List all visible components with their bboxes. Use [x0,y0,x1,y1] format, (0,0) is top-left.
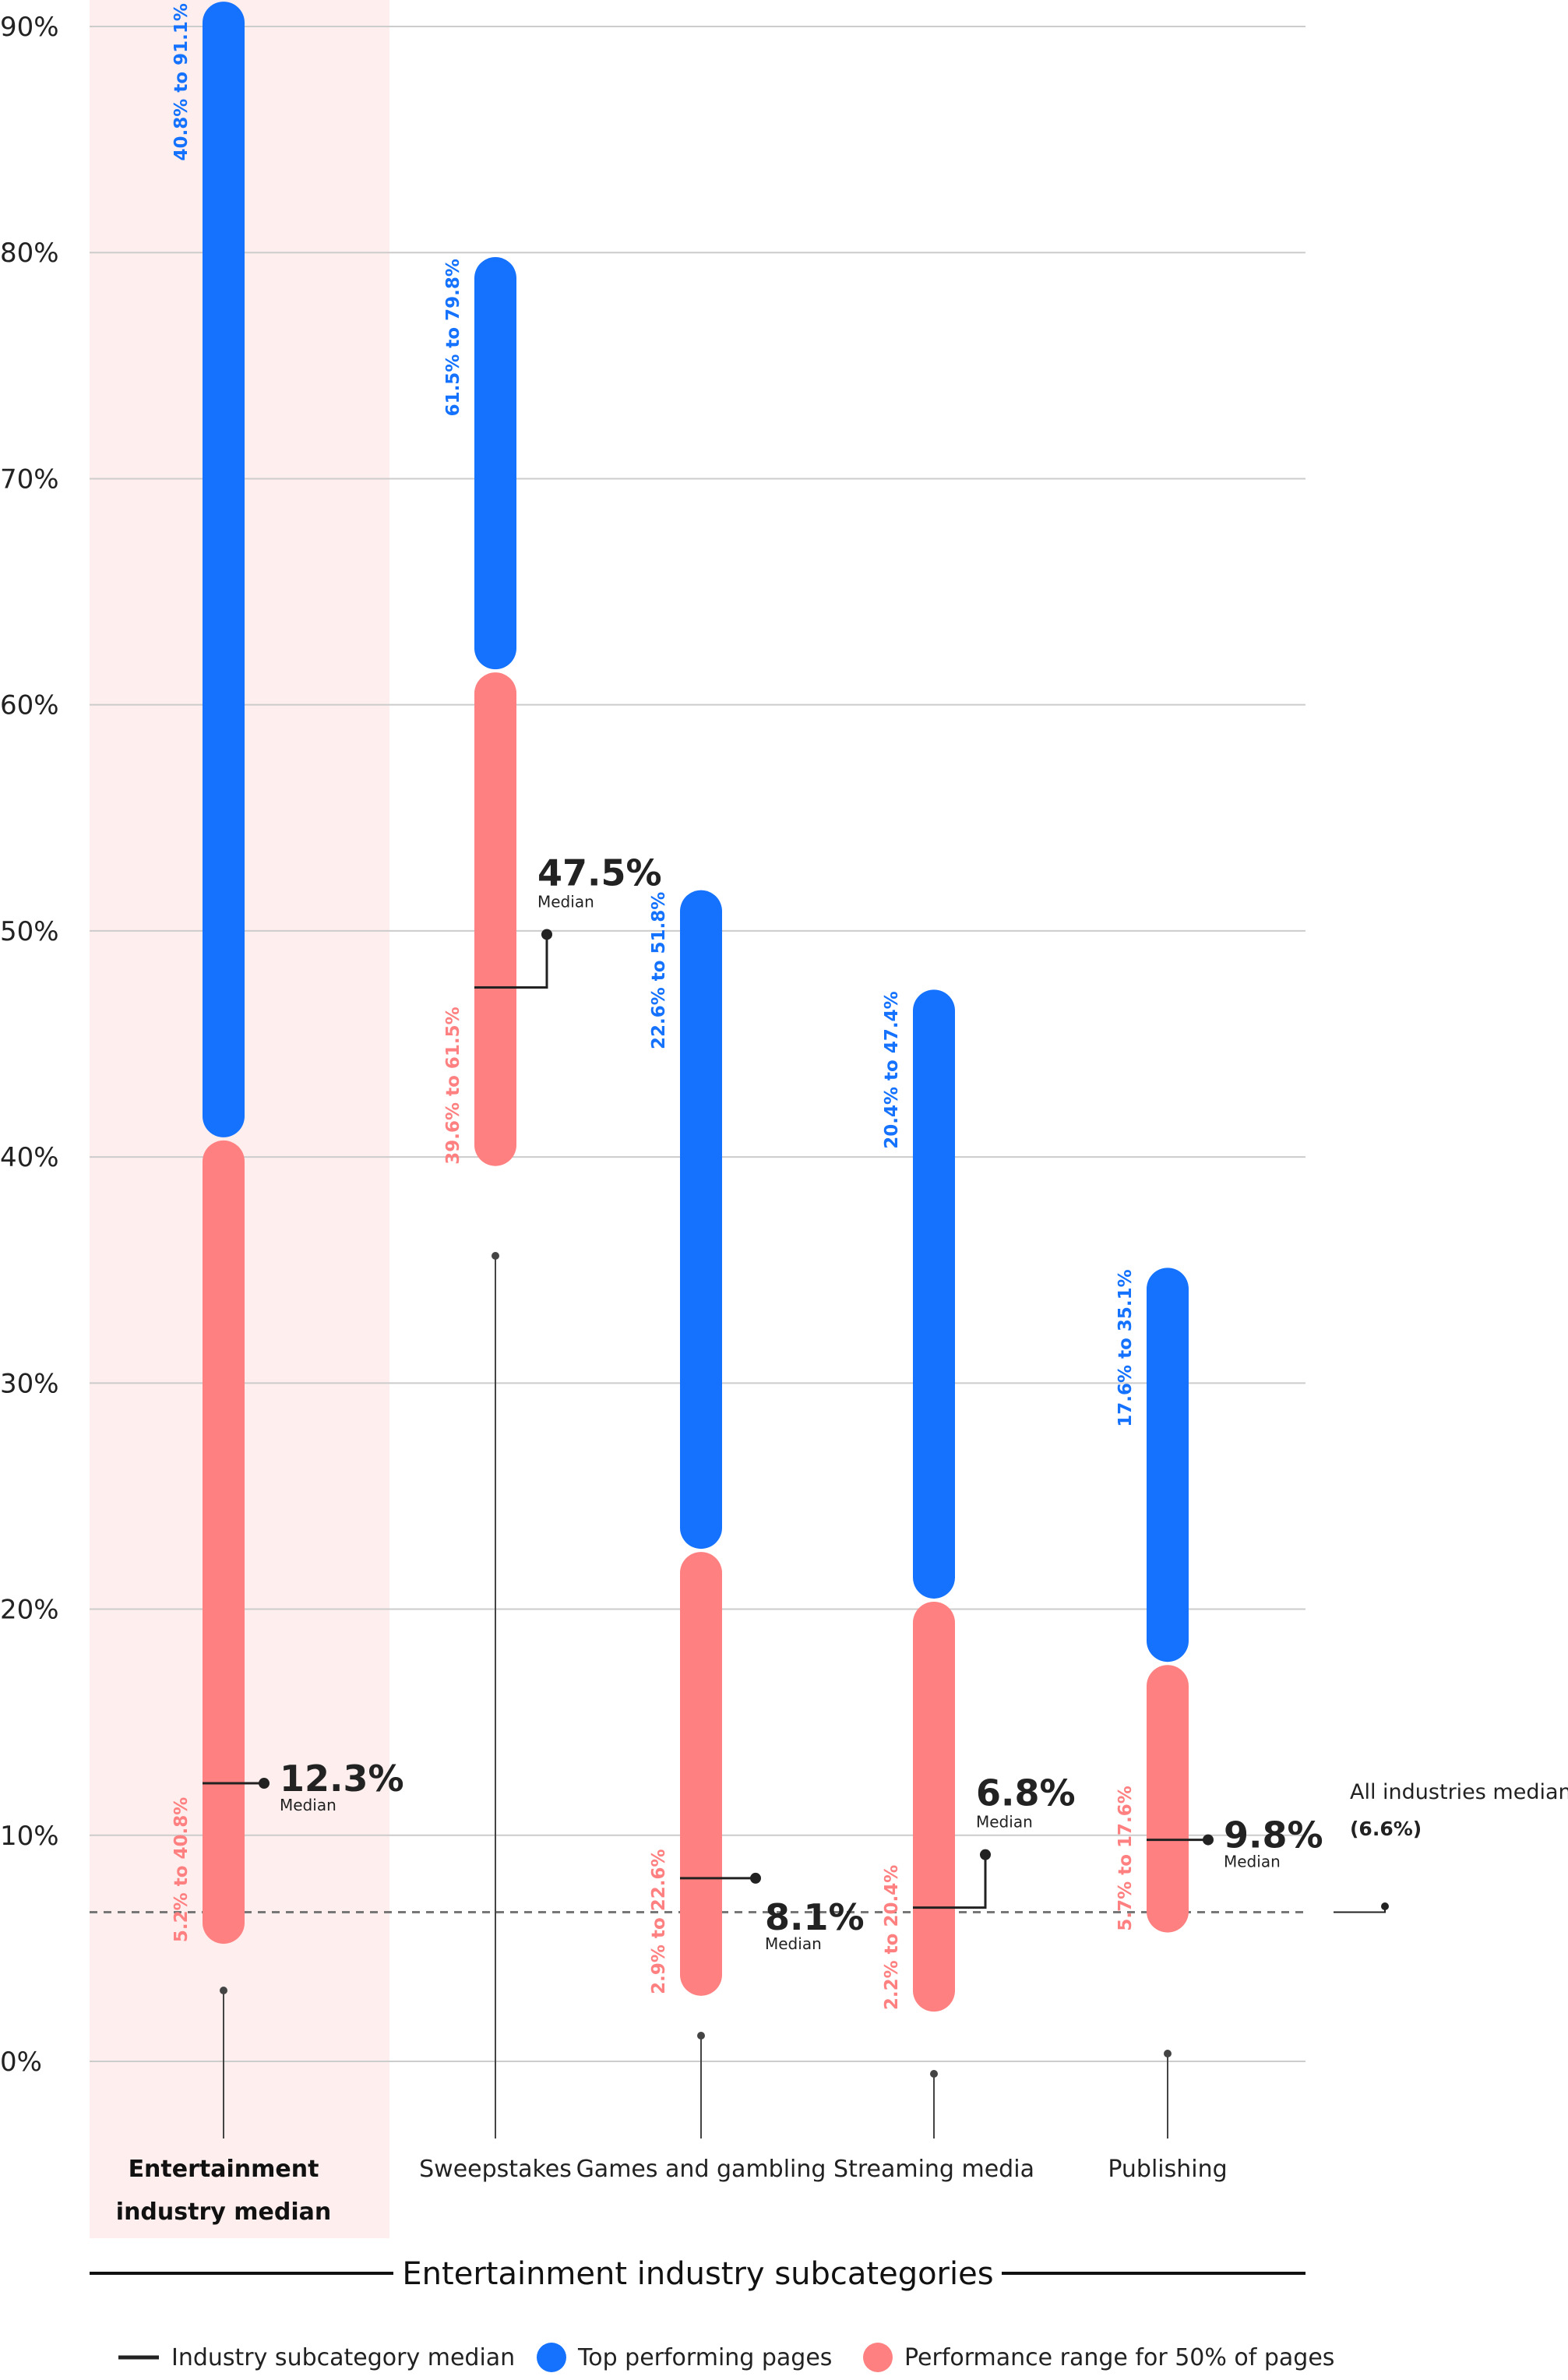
top-range-label: 20.4% to 47.4% [882,991,902,1148]
range50-label: 2.9% to 22.6% [649,1849,669,1994]
category-pin-dot [930,2070,938,2078]
category-group: 17.6% to 35.1% 5.7% to 17.6% 9.8%Median [1115,1268,1323,1933]
legend-range-swatch [863,2343,893,2372]
category-label: industry median [116,2198,331,2226]
category-pin-dot [492,1252,499,1260]
performance-range-bar [203,1140,245,1945]
y-tick-label: 20% [0,1595,59,1626]
y-tick-label: 70% [0,464,59,495]
range50-label: 5.2% to 40.8% [171,1797,192,1942]
median-value: 12.3% [280,1758,404,1800]
median-dot [980,1849,991,1860]
top-range-label: 40.8% to 91.1% [171,3,192,160]
top-performing-bar [474,257,516,670]
y-axis: 0% 10% 20% 30% 40% 50% 60% 70% 80% 90% [0,12,59,2078]
legend-label: Performance range for 50% of pages [904,2344,1334,2371]
median-value: 47.5% [537,852,662,894]
median-value: 6.8% [976,1772,1076,1814]
performance-range-bar [474,672,516,1166]
category-group: 40.8% to 91.1% 5.2% to 40.8% 12.3%Median [171,2,404,1945]
top-range-label: 61.5% to 79.8% [443,259,463,416]
range50-label: 2.2% to 20.4% [882,1865,902,2010]
median-word: Median [280,1796,337,1814]
y-tick-label: 10% [0,1821,59,1852]
category-group: 61.5% to 79.8% 39.6% to 61.5% 47.5%Median [443,257,662,1166]
top-performing-bar [680,890,722,1550]
median-value: 8.1% [765,1896,865,1938]
category-label: Games and gambling [576,2156,826,2183]
category-pin-dot [697,2032,705,2040]
y-tick-label: 0% [0,2047,42,2078]
top-performing-bar [203,2,245,1137]
category-label: Entertainment [129,2156,319,2183]
y-tick-label: 30% [0,1368,59,1399]
median-word: Median [1224,1853,1281,1871]
y-tick-label: 40% [0,1142,59,1173]
performance-range-bar [1147,1665,1189,1933]
category-label: Sweepstakes [419,2156,572,2183]
legend-label: Industry subcategory median [171,2344,515,2371]
top-range-label: 17.6% to 35.1% [1115,1269,1136,1426]
median-word: Median [765,1934,822,1953]
median-connector [955,1854,987,1909]
legend-top-swatch [537,2343,566,2372]
x-axis-title-group: Entertainment industry subcategories [90,2256,1305,2292]
median-dot [541,929,552,940]
median-connector [516,934,548,989]
category-group: 22.6% to 51.8% 2.9% to 22.6% 8.1%Median [649,890,865,1996]
category-pin-dot [220,1987,227,1994]
median-dot [750,1872,761,1884]
median-word: Median [976,1813,1033,1832]
category-label: Publishing [1108,2156,1227,2183]
y-tick-label: 60% [0,690,59,721]
median-dot [259,1778,270,1789]
top-range-label: 22.6% to 51.8% [649,892,669,1049]
range50-label: 39.6% to 61.5% [443,1007,463,1164]
top-performing-bar [913,989,955,1599]
y-tick-label: 80% [0,238,59,269]
median-value: 9.8% [1224,1814,1323,1856]
category-labels: Entertainment industry median Sweepstakes G… [116,1252,1228,2226]
range50-label: 5.7% to 17.6% [1115,1786,1136,1930]
category-group: 20.4% to 47.4% 2.2% to 20.4% 6.8%Median [882,989,1076,2012]
x-axis-title: Entertainment industry subcategories [402,2256,993,2292]
performance-range-bar [913,1601,955,2012]
y-tick-label: 90% [0,12,59,43]
y-tick-label: 50% [0,916,59,947]
all-industries-median-label: All industries median [1350,1780,1568,1804]
all-industries-median-value: (6.6%) [1350,1818,1422,1840]
all-industries-median-connector [1334,1906,1386,1913]
all-industries-median-dot [1381,1902,1389,1910]
category-label: Streaming media [833,2156,1034,2183]
median-dot [1203,1834,1214,1846]
category-pin-dot [1164,2050,1172,2057]
median-word: Median [537,892,594,911]
legend-label: Top performing pages [577,2344,832,2371]
legend: Industry subcategory median Top performin… [118,2343,1334,2372]
performance-range-bar [680,1552,722,1996]
top-performing-bar [1147,1268,1189,1662]
range-bars: 40.8% to 91.1%5.2% to 40.8%12.3%Median61… [171,2,1323,2012]
